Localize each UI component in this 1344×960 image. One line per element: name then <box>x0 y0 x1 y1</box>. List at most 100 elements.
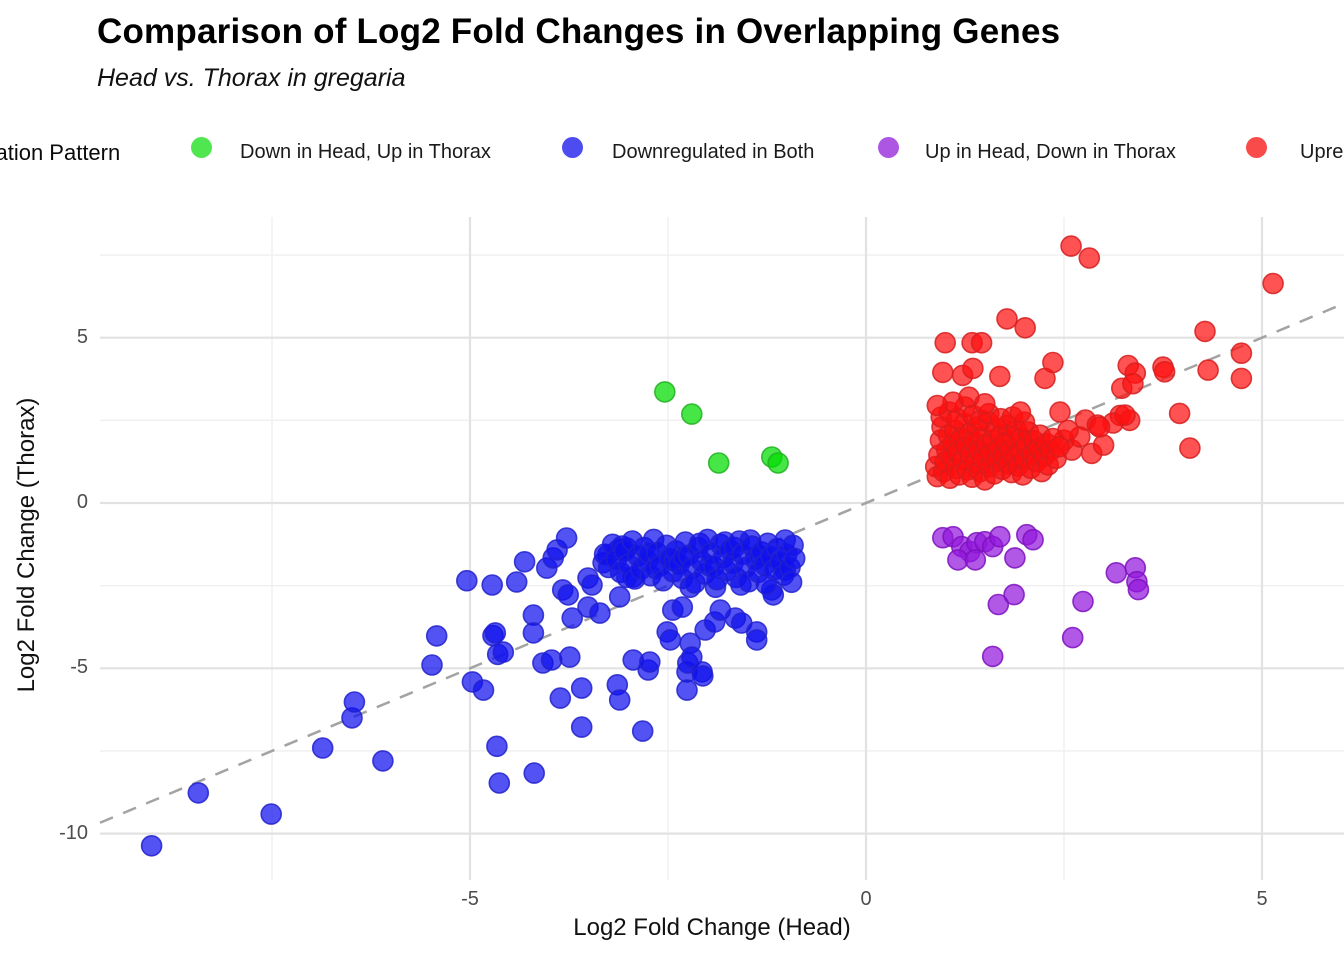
data-point <box>988 525 1011 548</box>
y-axis-title: Log2 Fold Change (Thorax) <box>13 397 40 693</box>
data-point <box>513 550 536 573</box>
legend-dot-downregulated-both <box>562 137 583 158</box>
data-point <box>1004 547 1026 569</box>
data-point <box>1009 401 1032 423</box>
legend-label-down-head-up-thorax: Down in Head, Up in Thorax <box>240 141 491 163</box>
data-point <box>425 625 448 647</box>
data-point <box>783 547 806 570</box>
data-point <box>1114 404 1136 426</box>
series-upregulated-in-both <box>924 235 1284 491</box>
data-point <box>1088 416 1111 438</box>
y-tick-label: -5 <box>70 656 88 679</box>
legend-label-upregulated-both: Upregulated in Both <box>1300 141 1344 163</box>
data-point <box>767 452 789 474</box>
legend-dot-down-head-up-thorax <box>191 137 212 158</box>
chart-title: Comparison of Log2 Fold Changes in Overl… <box>97 12 1061 51</box>
y-tick-label: 5 <box>76 325 88 348</box>
data-point <box>1262 272 1284 295</box>
legend-label-downregulated-both: Downregulated in Both <box>612 141 815 163</box>
data-point <box>653 381 676 403</box>
data-point <box>486 735 508 758</box>
data-point <box>523 762 546 784</box>
data-point <box>1061 626 1084 649</box>
x-axis-title: Log2 Fold Change (Head) <box>573 914 851 941</box>
data-point <box>311 737 334 759</box>
data-point <box>996 308 1018 330</box>
data-point <box>1179 437 1201 459</box>
data-point <box>472 679 495 701</box>
data-point <box>522 622 545 644</box>
data-point <box>659 629 682 651</box>
data-point <box>680 646 703 668</box>
data-point <box>707 452 730 474</box>
data-point <box>1003 583 1025 606</box>
data-point <box>1078 247 1101 269</box>
data-point <box>631 720 654 742</box>
chart-subtitle: Head vs. Thorax in gregaria <box>97 64 406 92</box>
data-point <box>638 651 661 673</box>
data-point <box>988 365 1011 388</box>
data-point <box>1197 359 1219 381</box>
legend-title: Regulation Pattern <box>0 140 121 165</box>
data-point <box>1153 360 1176 383</box>
data-point <box>745 629 768 651</box>
data-point <box>140 834 163 857</box>
data-point <box>671 596 694 618</box>
data-point <box>1022 528 1044 551</box>
data-point <box>608 586 631 608</box>
data-point <box>1127 578 1150 601</box>
data-point <box>1122 372 1144 395</box>
data-point <box>484 622 507 644</box>
x-tick-label: 0 <box>860 888 872 910</box>
series-downregulated-in-both <box>140 527 806 857</box>
data-point <box>570 716 593 738</box>
series-down-in-head-up-in-thorax <box>653 381 789 474</box>
data-point <box>492 641 515 663</box>
data-point <box>1014 316 1036 339</box>
data-point <box>558 646 581 668</box>
data-point <box>680 403 703 425</box>
data-point <box>1194 320 1216 343</box>
data-point <box>987 593 1010 616</box>
data-point <box>926 394 949 417</box>
data-point <box>421 654 443 676</box>
data-point <box>1168 402 1191 425</box>
data-point <box>372 750 394 772</box>
data-point <box>1048 435 1070 458</box>
data-point <box>1230 342 1253 365</box>
x-tick-label: 5 <box>1256 888 1268 910</box>
data-point <box>1105 561 1128 584</box>
data-point <box>1072 590 1094 613</box>
data-point <box>962 357 984 380</box>
data-point <box>1060 235 1082 257</box>
data-point <box>187 782 210 804</box>
data-point <box>343 691 366 713</box>
data-point <box>488 772 511 794</box>
data-point <box>570 677 593 699</box>
data-point <box>970 331 993 354</box>
data-point <box>973 392 996 415</box>
legend-dot-up-head-down-thorax <box>878 137 899 158</box>
data-point <box>455 569 478 592</box>
x-tick-label: -5 <box>461 888 479 910</box>
data-point <box>964 549 987 571</box>
data-point <box>540 649 563 671</box>
data-point <box>561 607 584 629</box>
data-point <box>549 687 572 709</box>
data-point <box>780 571 803 594</box>
data-point <box>1049 401 1071 423</box>
data-point <box>676 679 698 701</box>
data-point <box>691 665 714 687</box>
data-point <box>481 574 504 596</box>
data-point <box>1042 351 1064 374</box>
data-point <box>931 361 954 384</box>
y-tick-label: -10 <box>59 821 88 844</box>
data-point <box>1092 434 1115 456</box>
data-point <box>934 331 957 354</box>
legend-dot-upregulated-both <box>1246 137 1267 158</box>
data-point <box>608 689 631 711</box>
data-point <box>260 803 283 825</box>
series-up-in-head-down-in-thorax <box>931 523 1150 668</box>
